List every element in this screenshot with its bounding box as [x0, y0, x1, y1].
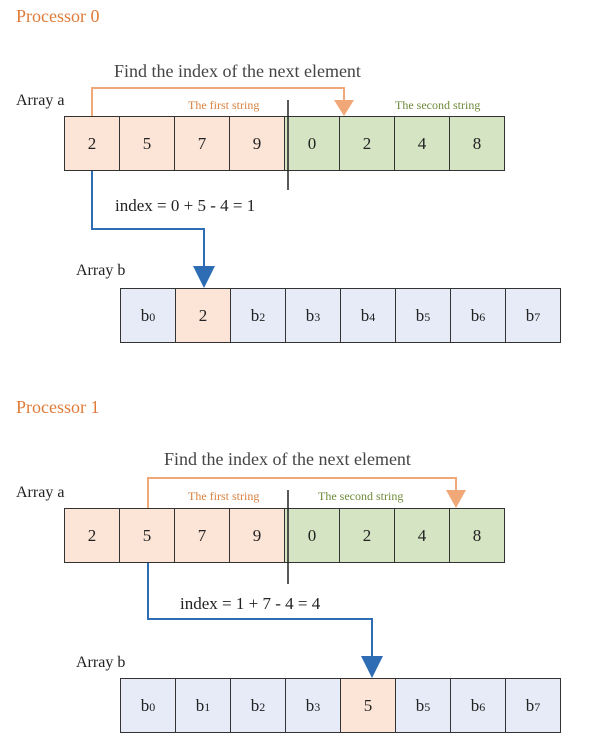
cell-base: b: [525, 695, 535, 715]
cell-base: b: [415, 305, 425, 325]
processor-0-title: Processor 0: [16, 6, 100, 26]
processor-1-second-string-label: The second string: [318, 489, 404, 503]
cell-base: b: [525, 305, 535, 325]
processor-0-second-string-label: The second string: [395, 98, 481, 112]
processor-1-array-b-label: Array b: [76, 654, 126, 671]
cell-base: b: [250, 305, 260, 325]
cell-subscript: 4: [369, 310, 376, 324]
blue-arrowhead: [361, 656, 383, 678]
cell-base: 5: [363, 695, 373, 715]
processor-1-title: Processor 1: [16, 397, 100, 417]
cell-base: b: [305, 305, 315, 325]
cell-subscript: 3: [314, 310, 321, 324]
cell-subscript: 2: [259, 700, 266, 714]
processor-1-index-equation: index = 1 + 7 - 4 = 4: [180, 594, 321, 613]
array-a-cell: 5: [119, 508, 175, 563]
processor-0-array-b-label: Array b: [76, 262, 126, 279]
array-a-cell: 8: [449, 508, 505, 563]
orange-arrowhead: [334, 100, 354, 116]
array-a-cell: 7: [174, 116, 230, 171]
cell-subscript: 7: [534, 310, 541, 324]
cell-subscript: 6: [479, 700, 486, 714]
array-a-cell: 8: [449, 116, 505, 171]
processor-1-array-a: 2 5 7 9 0 2 4 8: [64, 508, 505, 563]
cell-base: b: [415, 695, 425, 715]
array-a-cell: 9: [229, 116, 285, 171]
cell-base: b: [140, 305, 150, 325]
array-a-cell: 7: [174, 508, 230, 563]
blue-pointer-arrow: [91, 171, 205, 270]
array-a-cell: 4: [394, 116, 450, 171]
cell-base: b: [195, 695, 205, 715]
cell-base: b: [470, 305, 480, 325]
orange-pointer-arrow: [147, 477, 457, 508]
cell-subscript: 2: [259, 310, 266, 324]
processor-0-array-a-label: Array a: [16, 92, 65, 109]
processor-1-caption: Find the index of the next element: [164, 449, 411, 469]
orange-arrowhead: [446, 490, 466, 508]
processor-0-index-equation: index = 0 + 5 - 4 = 1: [115, 196, 256, 215]
array-b-cell: 5: [340, 678, 396, 733]
processor-1-array-a-label: Array a: [16, 484, 65, 501]
processor-0-caption: Find the index of the next element: [114, 61, 361, 81]
processor-0-array-a: 2 5 7 9 0 2 4 8: [64, 116, 505, 171]
cell-subscript: 0: [149, 700, 156, 714]
array-a-cell: 4: [394, 508, 450, 563]
cell-subscript: 0: [149, 310, 156, 324]
blue-pointer-arrow: [147, 563, 373, 660]
cell-subscript: 3: [314, 700, 321, 714]
array-a-cell: 9: [229, 508, 285, 563]
cell-base: b: [250, 695, 260, 715]
array-a-cell: 2: [339, 116, 395, 171]
cell-base: b: [360, 305, 370, 325]
cell-subscript: 5: [424, 700, 431, 714]
cell-subscript: 5: [424, 310, 431, 324]
array-a-cell: 2: [64, 116, 120, 171]
blue-arrowhead: [193, 266, 215, 288]
processor-1-first-string-label: The first string: [188, 489, 260, 503]
cell-subscript: 1: [204, 700, 211, 714]
processor-0-first-string-label: The first string: [188, 98, 260, 112]
cell-base: b: [470, 695, 480, 715]
cell-base: b: [305, 695, 315, 715]
cell-base: b: [140, 695, 150, 715]
processor-0-panel: Processor 0 Find the index of the next e…: [0, 0, 608, 370]
orange-pointer-arrow: [91, 87, 345, 116]
cell-subscript: 6: [479, 310, 486, 324]
cell-base: 2: [198, 305, 208, 325]
cell-subscript: 7: [534, 700, 541, 714]
array-a-cell: 2: [339, 508, 395, 563]
